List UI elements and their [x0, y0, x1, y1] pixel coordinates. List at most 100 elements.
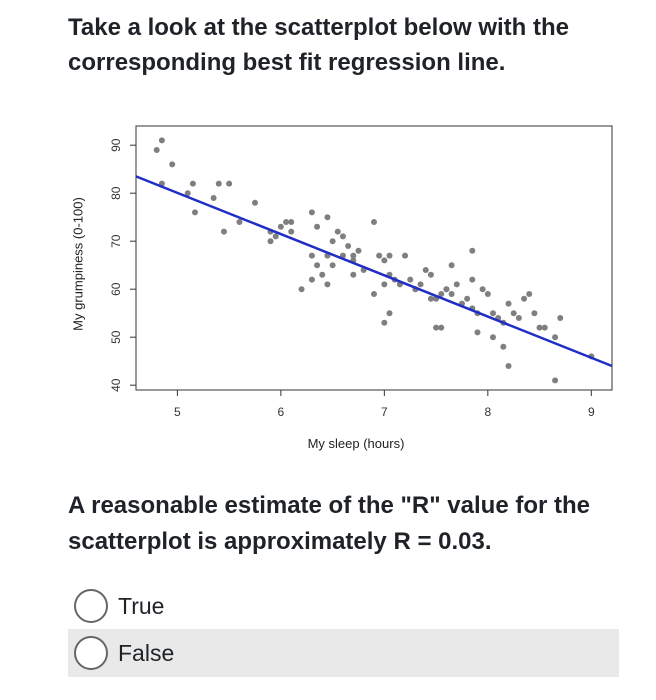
- scatter-point: [515, 315, 522, 321]
- statement-text: A reasonable estimate of the "R" value f…: [68, 492, 590, 555]
- scatter-point: [308, 276, 315, 283]
- scatter-point: [334, 228, 341, 235]
- y-tick-label: 40: [109, 378, 123, 392]
- scatter-point: [521, 295, 528, 302]
- scatter-point: [386, 310, 393, 317]
- option-true-label: True: [118, 592, 165, 619]
- scatter-point: [438, 291, 445, 297]
- scatter-point: [329, 238, 336, 245]
- x-axis-label: My sleep (hours): [308, 436, 405, 451]
- scatter-point: [324, 281, 331, 288]
- option-false[interactable]: False: [68, 629, 619, 677]
- scatter-point: [283, 219, 290, 225]
- scatter-point: [464, 295, 471, 302]
- scatter-point: [272, 233, 279, 240]
- scatter-point: [510, 310, 517, 317]
- scatterplot-chart: 5 6 7 8 9 40 50 60 70 80 90 My sleep (hours) My grum…: [71, 125, 613, 451]
- scatter-point: [526, 291, 533, 297]
- scatter-point: [308, 209, 315, 216]
- y-tick-label: 60: [109, 282, 123, 296]
- scatter-point: [189, 180, 196, 187]
- scatter-point: [479, 286, 486, 293]
- scatter-point: [536, 324, 543, 331]
- y-tick-label: 70: [109, 234, 123, 248]
- scatter-point: [469, 247, 476, 254]
- scatter-point: [298, 286, 305, 293]
- scatter-point: [484, 291, 491, 297]
- scatter-point: [350, 252, 357, 259]
- scatter-point: [386, 252, 393, 259]
- scatter-point: [402, 252, 409, 259]
- x-tick-label: 5: [174, 405, 181, 419]
- radio-false[interactable]: [74, 636, 108, 670]
- scatter-point: [500, 343, 507, 350]
- scatter-point: [220, 228, 227, 235]
- scatter-point: [469, 276, 476, 283]
- scatter-point: [381, 257, 388, 264]
- x-tick-label: 8: [484, 405, 491, 419]
- scatter-point: [443, 286, 450, 293]
- scatter-point: [371, 291, 377, 297]
- scatter-point: [252, 199, 258, 206]
- scatter-point: [433, 324, 440, 331]
- scatter-point: [158, 137, 165, 144]
- scatter-point: [438, 324, 445, 331]
- scatter-point: [314, 223, 321, 230]
- scatter-point: [191, 209, 198, 216]
- scatter-point: [417, 281, 424, 288]
- scatter-point: [153, 147, 160, 153]
- scatter-point: [448, 291, 455, 297]
- scatter-point: [557, 315, 564, 321]
- x-tick-label: 9: [588, 405, 595, 419]
- scatter-point: [215, 180, 222, 187]
- x-tick-label: 6: [278, 405, 285, 419]
- scatter-point: [314, 262, 321, 269]
- scatter-point: [329, 262, 336, 269]
- scatter-point: [345, 243, 352, 249]
- regression-line: [135, 175, 613, 368]
- scatter-point: [474, 329, 481, 336]
- scatter-point: [427, 295, 434, 302]
- scatter-point: [210, 195, 217, 201]
- scatter-point: [490, 310, 496, 317]
- scatter-point: [448, 262, 455, 269]
- scatter-point: [427, 271, 434, 278]
- radio-true[interactable]: [74, 589, 108, 623]
- scatter-point: [381, 281, 388, 288]
- scatter-point: [531, 310, 538, 317]
- question-text: Take a look at the scatterplot below wit…: [68, 14, 569, 76]
- scatter-point: [355, 247, 362, 254]
- scatter-point: [541, 324, 548, 331]
- scatter-point: [490, 334, 496, 341]
- scatter-point: [552, 334, 559, 341]
- option-true[interactable]: True: [68, 582, 619, 630]
- scatter-point: [505, 363, 512, 369]
- scatter-point: [169, 161, 176, 168]
- x-tick-label: 7: [381, 405, 388, 419]
- scatter-point: [277, 223, 284, 230]
- scatter-point: [422, 267, 429, 273]
- scatter-point: [350, 271, 357, 278]
- scatter-point: [371, 219, 377, 225]
- scatter-point: [319, 271, 326, 278]
- scatter-point: [552, 377, 559, 384]
- scatter-point: [324, 214, 331, 221]
- scatter-point: [339, 233, 346, 240]
- plot-frame: [135, 125, 613, 391]
- scatter-point: [505, 300, 512, 307]
- scatter-point: [288, 228, 295, 235]
- scatter-point: [236, 219, 243, 225]
- option-false-label: False: [118, 639, 175, 666]
- scatter-point: [453, 281, 460, 288]
- scatter-point: [267, 238, 274, 245]
- scatter-point: [376, 252, 383, 259]
- scatter-point: [381, 319, 388, 326]
- y-tick-label: 80: [109, 186, 123, 200]
- scatter-point: [308, 252, 315, 259]
- scatter-point: [184, 190, 191, 197]
- y-tick-label: 50: [109, 330, 123, 344]
- scatter-point: [407, 276, 414, 283]
- y-axis-label: My grumpiness (0-100): [71, 197, 86, 331]
- scatter-point: [226, 180, 233, 187]
- y-tick-label: 90: [109, 138, 123, 152]
